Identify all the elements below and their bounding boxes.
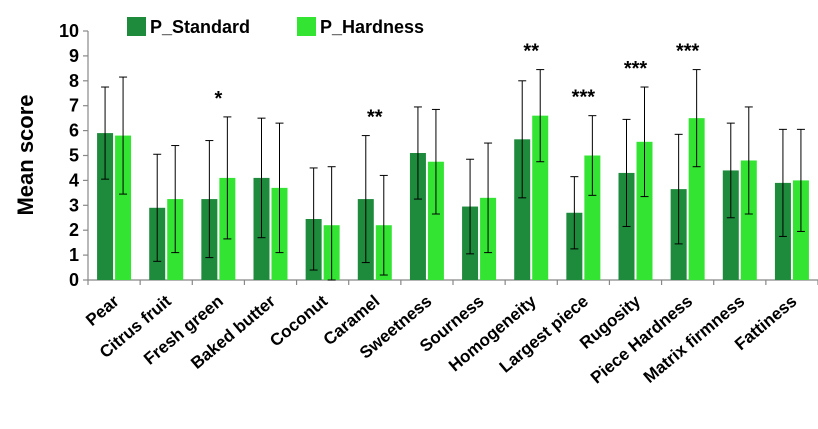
y-tick-label: 1 (69, 245, 79, 265)
legend-swatch-p-hardness (297, 17, 316, 36)
legend-label-p-standard: P_Standard (150, 17, 250, 37)
significance-marker: * (214, 88, 222, 110)
bar-p-standard (514, 139, 531, 280)
axis-layer (83, 30, 818, 285)
significance-marker: *** (624, 58, 648, 80)
legend-label-p-hardness: P_Hardness (320, 17, 424, 37)
y-tick-label: 5 (69, 146, 79, 166)
bar-p-hardness (688, 118, 705, 281)
bar-p-hardness (740, 160, 757, 280)
bar-p-hardness (427, 161, 444, 280)
bars-layer (97, 69, 809, 281)
y-tick-label: 7 (69, 96, 79, 116)
legend-swatch-p-standard (127, 17, 146, 36)
x-category-label: Coconut (266, 291, 331, 350)
significance-marker: ** (367, 107, 383, 129)
bar-p-hardness (584, 155, 601, 280)
x-category-label: Pear (82, 291, 123, 329)
y-tick-label: 6 (69, 121, 79, 141)
legend: P_Standard P_Hardness (127, 17, 424, 37)
y-tick-label: 0 (69, 270, 79, 290)
y-tick-label: 10 (59, 21, 79, 41)
bar-p-standard (97, 133, 114, 280)
x-category-label: Largest piece (496, 292, 592, 377)
significance-marker: ** (523, 41, 539, 63)
y-tick-label: 2 (69, 220, 79, 240)
y-tick-label: 8 (69, 71, 79, 91)
bar-p-hardness (532, 115, 549, 280)
bar-p-standard (722, 170, 739, 280)
significance-marker: *** (572, 87, 596, 109)
y-tick-label: 4 (69, 170, 79, 190)
y-axis-title: Mean score (13, 94, 38, 215)
bar-p-hardness (636, 141, 653, 280)
significance-marker: *** (676, 41, 700, 63)
bar-p-hardness (115, 135, 132, 280)
bar-p-standard (409, 153, 426, 280)
y-tick-label: 9 (69, 46, 79, 66)
y-tick-label: 3 (69, 195, 79, 215)
